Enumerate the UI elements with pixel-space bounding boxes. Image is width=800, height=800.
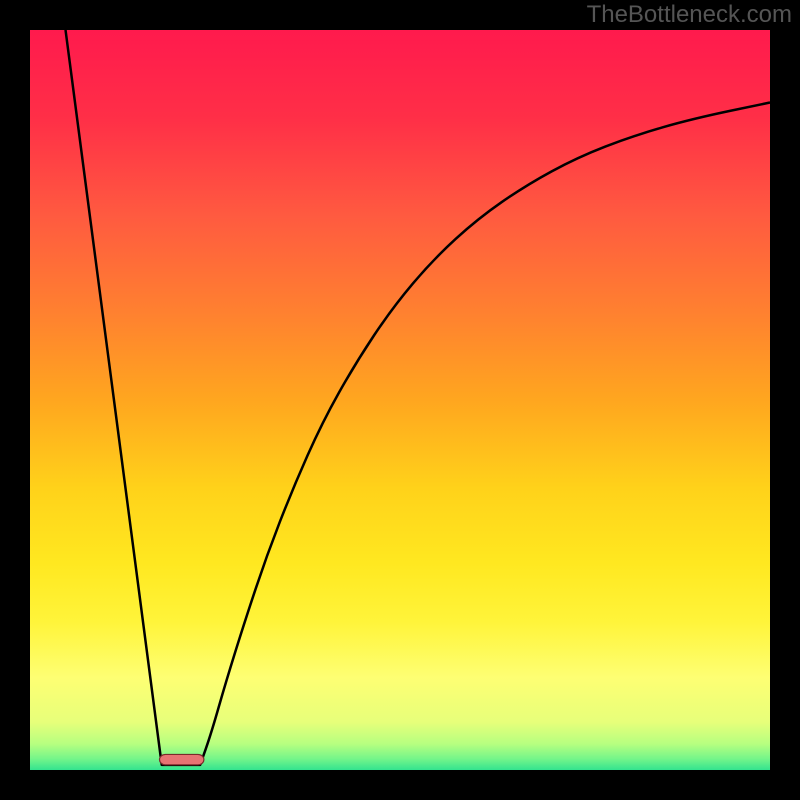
bottleneck-chart: TheBottleneck.com xyxy=(0,0,800,800)
heat-gradient-area xyxy=(30,30,770,770)
optimal-marker xyxy=(160,754,204,764)
watermark-text: TheBottleneck.com xyxy=(587,1,792,28)
